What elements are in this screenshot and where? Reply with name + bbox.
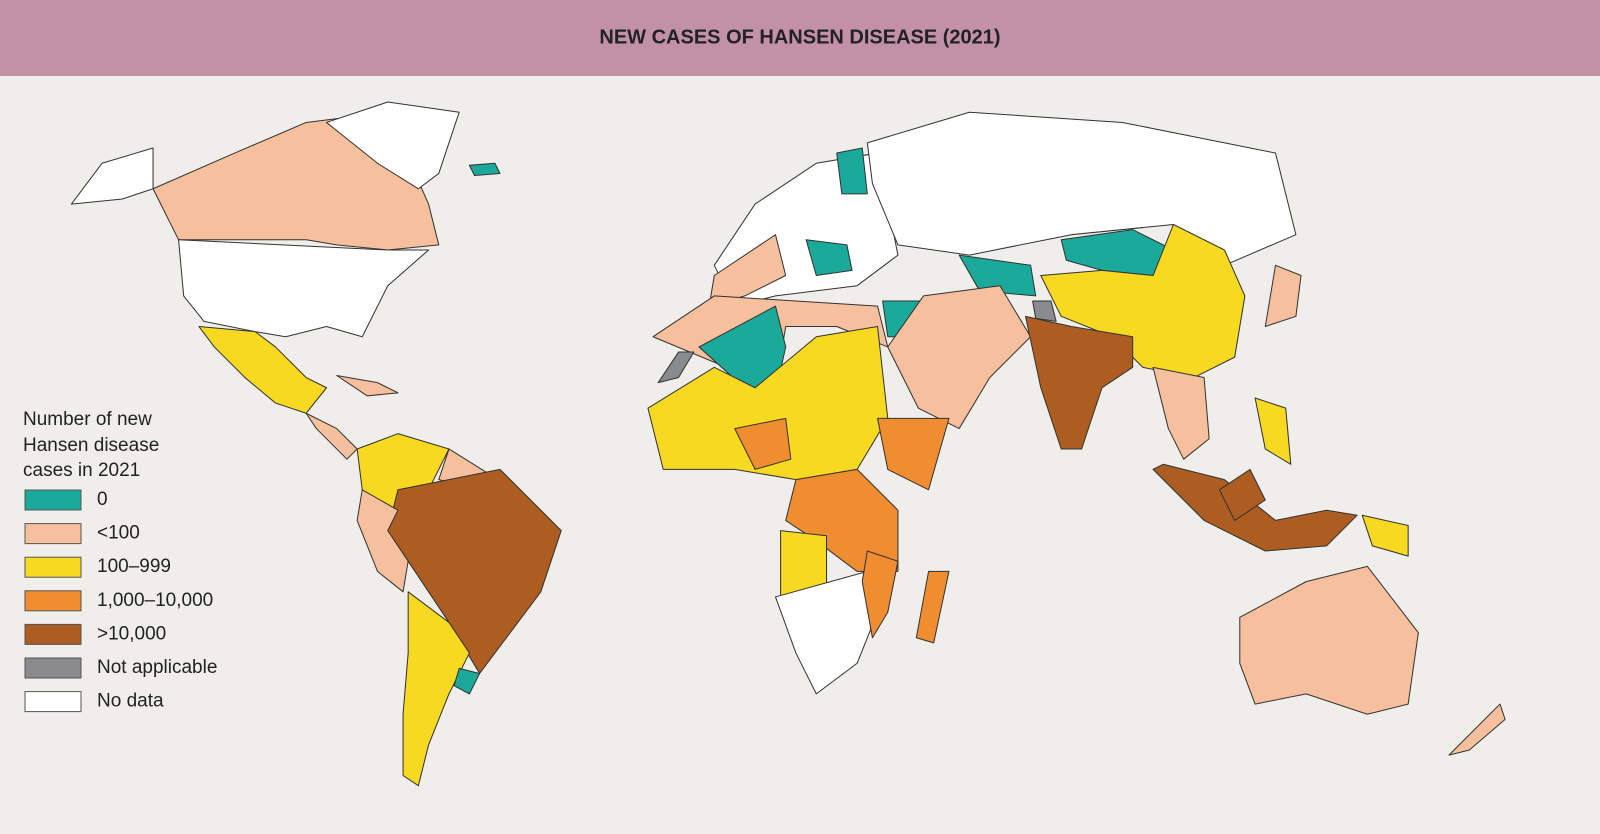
legend-label: <100: [97, 523, 140, 544]
legend-label: 1,000–10,000: [97, 590, 213, 611]
peru: [356, 489, 409, 593]
indonesia: [1152, 463, 1358, 552]
greenland: [326, 101, 460, 190]
legend-title: Hansen disease: [23, 435, 159, 456]
legend-title: Number of new: [23, 409, 152, 430]
ethiopia: [877, 417, 950, 491]
uruguay: [453, 667, 481, 695]
legend-label: No data: [97, 691, 164, 712]
legend-swatch: [24, 623, 82, 645]
world-map: [70, 101, 1506, 787]
borneo: [1218, 468, 1266, 521]
legend-swatch: [24, 556, 82, 578]
legend-label: Not applicable: [97, 657, 217, 678]
legend-swatch: [24, 523, 82, 545]
legend-title: cases in 2021: [23, 460, 140, 481]
balkans: [805, 239, 853, 277]
mexico: [198, 326, 328, 414]
caribbean: [336, 374, 399, 397]
legend-label: 0: [97, 489, 108, 510]
philippines: [1254, 397, 1292, 465]
madagascar: [915, 570, 950, 644]
western-sahara: [657, 351, 695, 384]
legend: Number of new Hansen disease cases in 20…: [23, 409, 217, 713]
new-zealand: [1448, 703, 1506, 756]
map-title: NEW CASES OF HANSEN DISEASE (2021): [599, 26, 1000, 48]
header-bar: [0, 0, 1600, 76]
legend-swatch: [24, 590, 82, 612]
legend-label: >10,000: [97, 623, 166, 644]
legend-swatch: [24, 489, 82, 511]
central-asia: [958, 254, 1037, 297]
iceland: [468, 162, 501, 177]
middle-east: [887, 285, 1032, 430]
papua-new-guinea: [1361, 514, 1409, 557]
disputed-area: [1032, 300, 1057, 322]
argentina: [402, 591, 470, 787]
legend-swatch: [24, 657, 82, 679]
legend-label: 100–999: [97, 556, 171, 577]
southeast-asia: [1152, 366, 1210, 460]
india: [1024, 315, 1134, 450]
japan: [1264, 264, 1302, 328]
legend-swatch: [24, 691, 82, 713]
central-america: [305, 412, 358, 460]
scandinavia: [836, 147, 868, 195]
mozambique: [861, 550, 899, 639]
australia: [1239, 565, 1419, 715]
usa: [178, 239, 430, 338]
nigeria: [734, 417, 792, 470]
alaska: [70, 147, 154, 205]
